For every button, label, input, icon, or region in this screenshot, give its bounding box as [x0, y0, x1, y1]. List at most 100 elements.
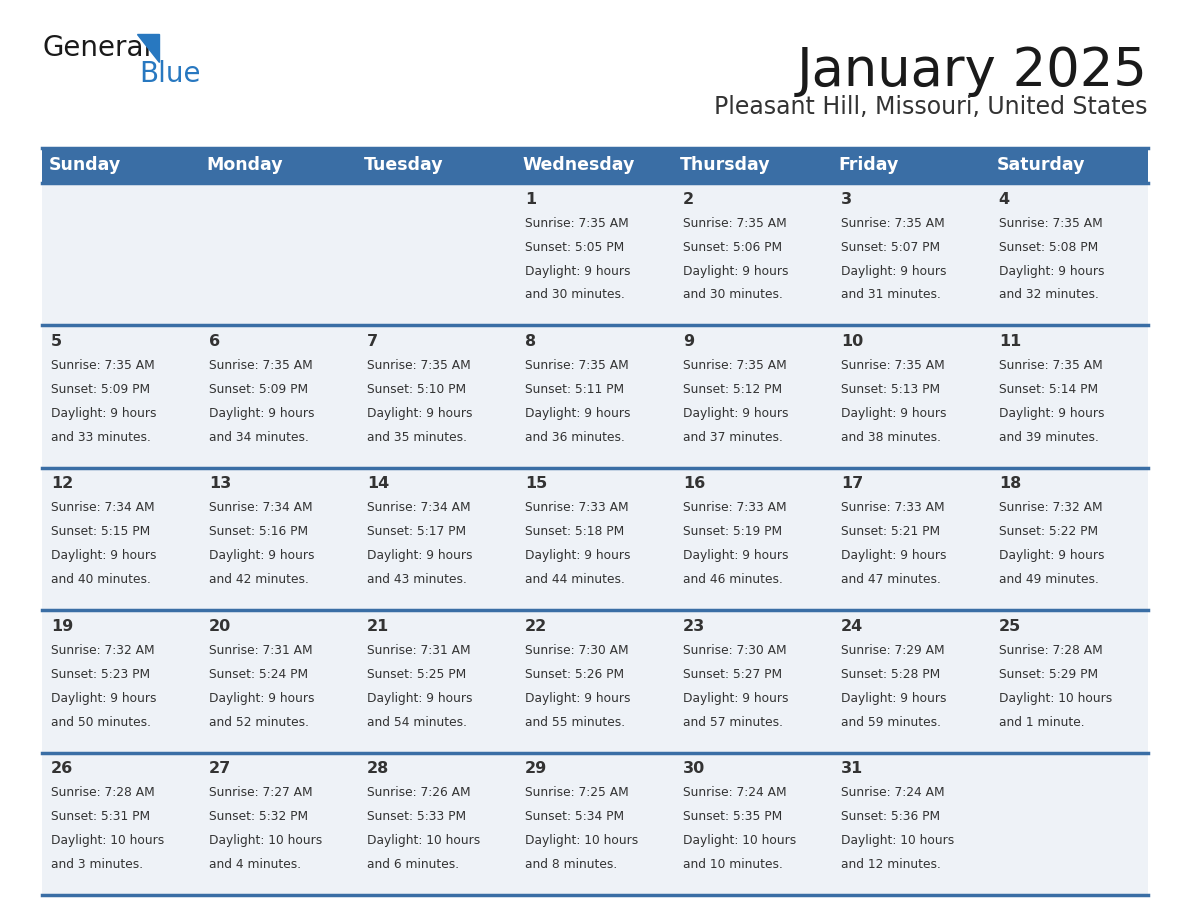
Text: Daylight: 9 hours: Daylight: 9 hours: [683, 264, 788, 277]
Text: Daylight: 9 hours: Daylight: 9 hours: [683, 691, 788, 705]
Text: Sunrise: 7:31 AM: Sunrise: 7:31 AM: [367, 644, 470, 657]
Text: 4: 4: [999, 192, 1010, 207]
Text: Friday: Friday: [839, 156, 898, 174]
Text: Sunrise: 7:35 AM: Sunrise: 7:35 AM: [999, 359, 1102, 372]
Text: and 10 minutes.: and 10 minutes.: [683, 858, 783, 871]
Text: 18: 18: [999, 476, 1020, 491]
Bar: [200, 183, 358, 325]
Text: Sunrise: 7:28 AM: Sunrise: 7:28 AM: [999, 644, 1102, 657]
Text: Sunrise: 7:30 AM: Sunrise: 7:30 AM: [683, 644, 786, 657]
Text: 28: 28: [367, 761, 388, 776]
Text: 1: 1: [525, 192, 536, 207]
Text: and 40 minutes.: and 40 minutes.: [51, 573, 151, 587]
Text: Sunset: 5:22 PM: Sunset: 5:22 PM: [999, 525, 1098, 538]
Text: Sunrise: 7:34 AM: Sunrise: 7:34 AM: [51, 501, 154, 514]
Text: Daylight: 9 hours: Daylight: 9 hours: [51, 549, 156, 563]
Text: Sunset: 5:16 PM: Sunset: 5:16 PM: [209, 525, 308, 538]
Text: 25: 25: [999, 619, 1020, 633]
Text: Daylight: 9 hours: Daylight: 9 hours: [999, 264, 1104, 277]
Text: 2: 2: [683, 192, 694, 207]
Text: and 35 minutes.: and 35 minutes.: [367, 431, 467, 443]
Text: Sunday: Sunday: [49, 156, 120, 174]
Text: Sunrise: 7:27 AM: Sunrise: 7:27 AM: [209, 786, 312, 800]
Text: Daylight: 9 hours: Daylight: 9 hours: [525, 264, 630, 277]
Bar: [358, 753, 516, 895]
Text: Sunrise: 7:28 AM: Sunrise: 7:28 AM: [51, 786, 154, 800]
Text: and 49 minutes.: and 49 minutes.: [999, 573, 1099, 587]
Text: 14: 14: [367, 476, 388, 491]
Text: and 44 minutes.: and 44 minutes.: [525, 573, 625, 587]
Text: 30: 30: [683, 761, 704, 776]
Text: Sunrise: 7:35 AM: Sunrise: 7:35 AM: [51, 359, 154, 372]
Text: Sunset: 5:15 PM: Sunset: 5:15 PM: [51, 525, 150, 538]
Text: Sunset: 5:36 PM: Sunset: 5:36 PM: [841, 811, 940, 823]
Text: and 54 minutes.: and 54 minutes.: [367, 716, 467, 729]
Text: Daylight: 10 hours: Daylight: 10 hours: [525, 834, 638, 847]
Text: Daylight: 9 hours: Daylight: 9 hours: [51, 691, 156, 705]
Bar: [674, 183, 832, 325]
Text: and 46 minutes.: and 46 minutes.: [683, 573, 783, 587]
Bar: [200, 325, 358, 468]
Bar: [832, 325, 990, 468]
Text: and 55 minutes.: and 55 minutes.: [525, 716, 625, 729]
Text: and 38 minutes.: and 38 minutes.: [841, 431, 941, 443]
Text: 27: 27: [209, 761, 230, 776]
Bar: [516, 610, 674, 753]
Text: 26: 26: [51, 761, 72, 776]
Bar: [42, 610, 200, 753]
Text: Sunset: 5:05 PM: Sunset: 5:05 PM: [525, 241, 624, 253]
Text: 29: 29: [525, 761, 546, 776]
Text: Daylight: 9 hours: Daylight: 9 hours: [525, 407, 630, 420]
Text: Monday: Monday: [207, 156, 283, 174]
Text: Daylight: 9 hours: Daylight: 9 hours: [209, 549, 314, 563]
Bar: [674, 325, 832, 468]
Text: General: General: [42, 34, 151, 62]
Text: and 50 minutes.: and 50 minutes.: [51, 716, 151, 729]
Text: Daylight: 9 hours: Daylight: 9 hours: [51, 407, 156, 420]
Text: and 47 minutes.: and 47 minutes.: [841, 573, 941, 587]
Text: 3: 3: [841, 192, 852, 207]
Text: Sunrise: 7:35 AM: Sunrise: 7:35 AM: [841, 217, 944, 230]
Bar: [516, 325, 674, 468]
Text: 8: 8: [525, 334, 536, 349]
Text: 10: 10: [841, 334, 862, 349]
Text: Daylight: 9 hours: Daylight: 9 hours: [209, 407, 314, 420]
Text: Sunset: 5:09 PM: Sunset: 5:09 PM: [51, 383, 150, 396]
Bar: [358, 183, 516, 325]
Bar: [832, 753, 990, 895]
Text: Sunrise: 7:33 AM: Sunrise: 7:33 AM: [525, 501, 628, 514]
Text: Sunset: 5:14 PM: Sunset: 5:14 PM: [999, 383, 1098, 396]
Text: Sunset: 5:26 PM: Sunset: 5:26 PM: [525, 667, 624, 681]
Text: and 42 minutes.: and 42 minutes.: [209, 573, 309, 587]
Text: Daylight: 9 hours: Daylight: 9 hours: [841, 264, 946, 277]
Bar: [832, 183, 990, 325]
Text: 22: 22: [525, 619, 546, 633]
Bar: [674, 610, 832, 753]
Text: Daylight: 9 hours: Daylight: 9 hours: [999, 549, 1104, 563]
Bar: [42, 325, 200, 468]
Bar: [990, 468, 1148, 610]
Text: Daylight: 9 hours: Daylight: 9 hours: [683, 549, 788, 563]
Text: Sunset: 5:19 PM: Sunset: 5:19 PM: [683, 525, 782, 538]
Bar: [200, 468, 358, 610]
Bar: [42, 753, 200, 895]
Text: 23: 23: [683, 619, 704, 633]
Text: and 12 minutes.: and 12 minutes.: [841, 858, 941, 871]
Bar: [358, 468, 516, 610]
Text: Sunrise: 7:24 AM: Sunrise: 7:24 AM: [841, 786, 944, 800]
Bar: [200, 753, 358, 895]
Text: Sunrise: 7:35 AM: Sunrise: 7:35 AM: [999, 217, 1102, 230]
Text: 17: 17: [841, 476, 862, 491]
Text: Sunset: 5:25 PM: Sunset: 5:25 PM: [367, 667, 466, 681]
Text: and 3 minutes.: and 3 minutes.: [51, 858, 143, 871]
Text: Sunrise: 7:33 AM: Sunrise: 7:33 AM: [841, 501, 944, 514]
Text: Daylight: 9 hours: Daylight: 9 hours: [999, 407, 1104, 420]
Text: Saturday: Saturday: [997, 156, 1085, 174]
Text: and 4 minutes.: and 4 minutes.: [209, 858, 301, 871]
Bar: [990, 610, 1148, 753]
Text: Sunset: 5:23 PM: Sunset: 5:23 PM: [51, 667, 150, 681]
Bar: [516, 183, 674, 325]
Text: and 8 minutes.: and 8 minutes.: [525, 858, 617, 871]
Text: Sunrise: 7:35 AM: Sunrise: 7:35 AM: [209, 359, 312, 372]
Text: Tuesday: Tuesday: [365, 156, 444, 174]
